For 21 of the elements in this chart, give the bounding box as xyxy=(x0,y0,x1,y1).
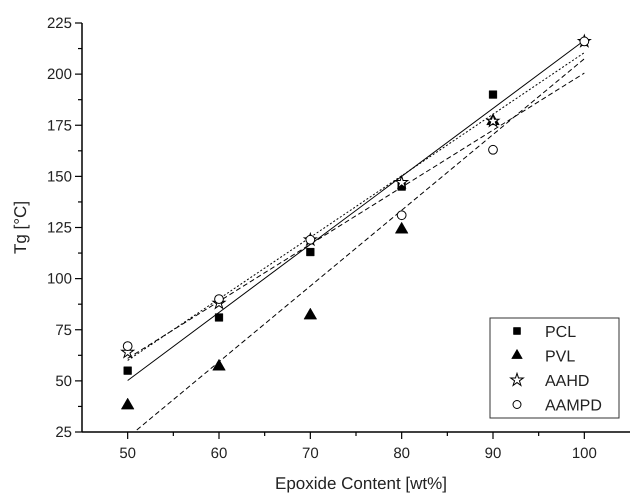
y-tick-label: 25 xyxy=(55,424,72,441)
y-tick-label: 150 xyxy=(46,168,72,186)
legend-label: PCL xyxy=(545,324,576,341)
x-tick-label: 50 xyxy=(119,445,136,462)
x-tick-label: 90 xyxy=(484,445,502,462)
y-tick-label: 50 xyxy=(55,372,72,390)
y-tick-label: 200 xyxy=(46,66,72,84)
y-tick-label: 125 xyxy=(46,220,72,236)
y-tick-label: 75 xyxy=(55,322,72,339)
x-axis-title: Epoxide Content [wt%] xyxy=(275,474,447,493)
x-tick-label: 100 xyxy=(572,445,597,462)
legend-label: AAMPD xyxy=(545,398,602,414)
y-tick-label: 225 xyxy=(46,15,72,32)
y-tick-label: 100 xyxy=(46,270,72,288)
y-tick-label: 175 xyxy=(46,117,72,134)
x-tick-label: 60 xyxy=(210,445,228,462)
y-axis-title: Tg [°C] xyxy=(11,200,30,254)
legend-label: PVL xyxy=(545,348,576,366)
x-tick-label: 70 xyxy=(302,445,319,462)
legend-label: AAHD xyxy=(545,373,590,390)
x-tick-label: 80 xyxy=(393,445,410,462)
